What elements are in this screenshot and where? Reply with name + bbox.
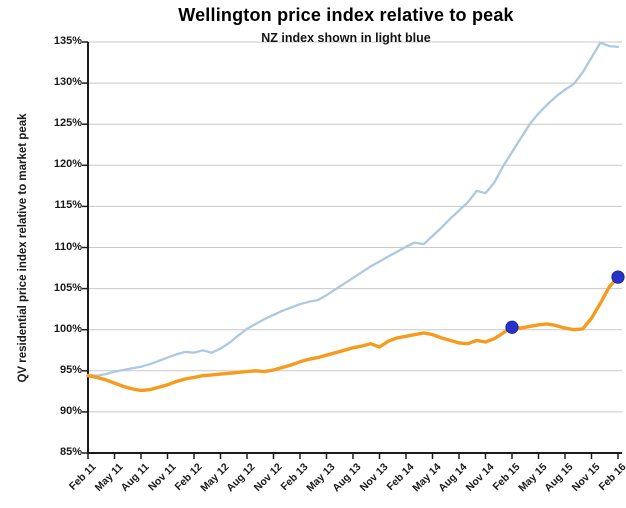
- marker-dot: [505, 320, 519, 334]
- nz-index-line: [86, 41, 620, 377]
- wellington-index-line: [86, 275, 620, 393]
- marker-dot: [611, 270, 625, 284]
- chart-subtitle: NZ index shown in light blue: [261, 31, 431, 45]
- y-axis-title: QV residential price index relative to m…: [17, 113, 29, 383]
- chart-title: Wellington price index relative to peak: [178, 5, 514, 25]
